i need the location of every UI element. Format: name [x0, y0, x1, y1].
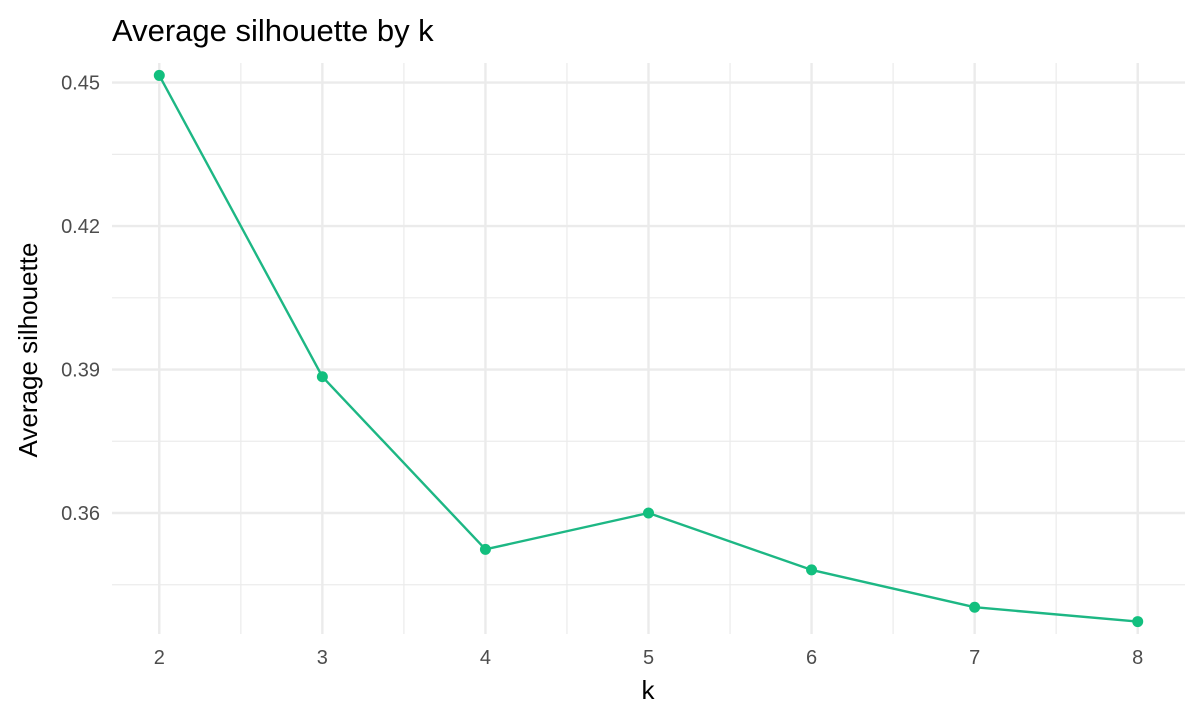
x-tick-label: 6 — [806, 647, 817, 669]
y-tick-label: 0.45 — [61, 73, 100, 95]
x-tick-label: 7 — [969, 647, 980, 669]
data-point — [479, 543, 491, 555]
x-tick-label: 2 — [154, 647, 165, 669]
x-tick-label: 8 — [1132, 647, 1143, 669]
data-point — [806, 564, 818, 576]
y-tick-labels: 0.36 0.39 0.42 0.45 — [61, 73, 100, 525]
x-tick-label: 3 — [317, 647, 328, 669]
x-axis-title: k — [642, 675, 656, 705]
data-point — [643, 507, 654, 519]
y-tick-label: 0.36 — [61, 503, 100, 525]
data-point — [969, 601, 981, 613]
x-tick-label: 5 — [643, 647, 654, 669]
data-point — [316, 371, 328, 383]
y-axis-title: Average silhouette — [13, 243, 43, 458]
grid — [112, 63, 1185, 634]
x-tick-labels: 2 3 4 5 6 7 8 — [154, 647, 1144, 669]
data-point — [1132, 616, 1144, 628]
x-tick-label: 4 — [480, 647, 491, 669]
y-tick-label: 0.39 — [61, 360, 100, 382]
data-point — [153, 69, 165, 81]
chart-title: Average silhouette by k — [112, 13, 434, 48]
series-layer — [153, 69, 1144, 628]
y-tick-label: 0.42 — [61, 216, 100, 238]
